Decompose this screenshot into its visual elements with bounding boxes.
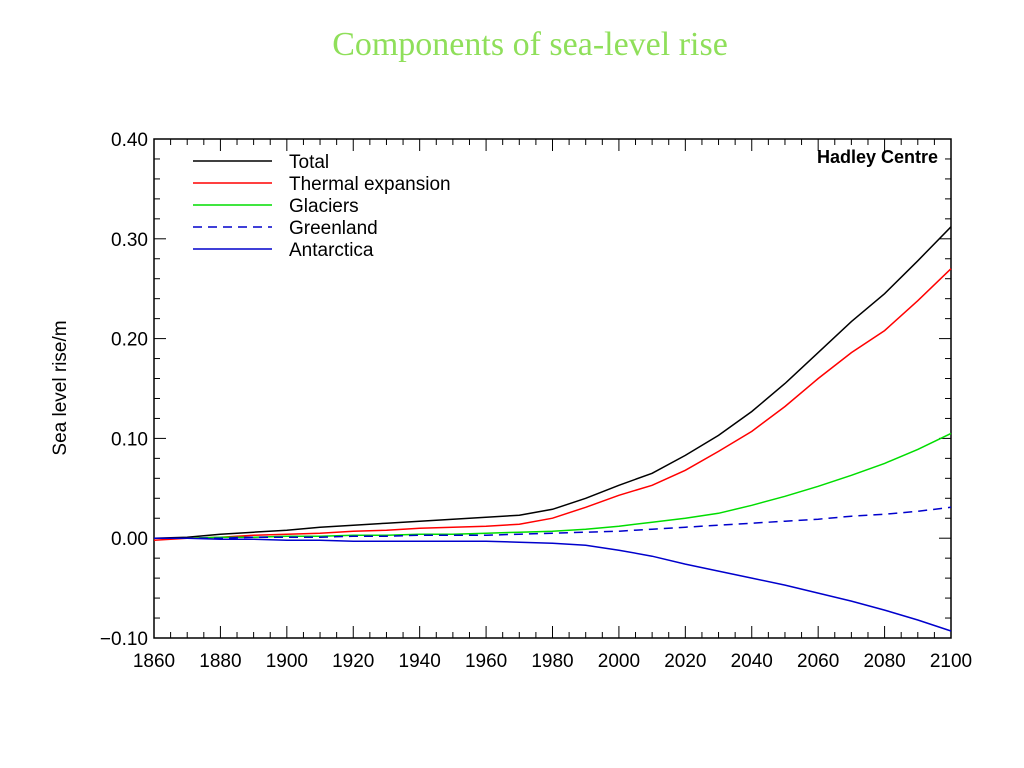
series-line-greenland [154,506,952,539]
slide-title: Components of sea-level rise [332,26,728,63]
x-tick-label: 2080 [863,651,905,672]
x-tick-label: 2000 [598,651,640,672]
hadley-centre-annotation: Hadley Centre [817,147,938,167]
series-line-glaciers [154,432,952,539]
x-tick-label: 2020 [664,651,706,672]
x-tick-label: 1940 [399,651,441,672]
x-tick-label: 1880 [199,651,241,672]
series-line-thermal-expansion [153,268,952,541]
x-tick-label: 2100 [930,651,972,672]
x-tick-label: 1920 [332,651,374,672]
legend-label: Antarctica [289,240,374,261]
y-tick-label: 0.20 [111,330,148,351]
legend-label: Thermal expansion [289,174,451,195]
y-tick-label: 0.00 [111,529,148,550]
x-tick-label: 1980 [531,651,573,672]
y-axis-label: Sea level rise/m [50,320,71,455]
series-line-total [153,226,952,539]
y-tick-label: 0.30 [111,230,148,251]
y-tick-label: 0.40 [111,130,148,151]
y-tick-label: −0.10 [100,629,148,650]
x-tick-label: 2040 [731,651,773,672]
x-tick-label: 2060 [797,651,839,672]
x-tick-label: 1960 [465,651,507,672]
legend-label: Total [289,152,329,173]
x-tick-label: 1900 [266,651,308,672]
y-tick-label: 0.10 [111,429,148,450]
plot-area-frame [153,138,952,639]
legend-label: Glaciers [289,196,359,217]
series-line-antarctica [154,537,952,632]
x-tick-label: 1860 [133,651,175,672]
legend-label: Greenland [289,218,378,239]
